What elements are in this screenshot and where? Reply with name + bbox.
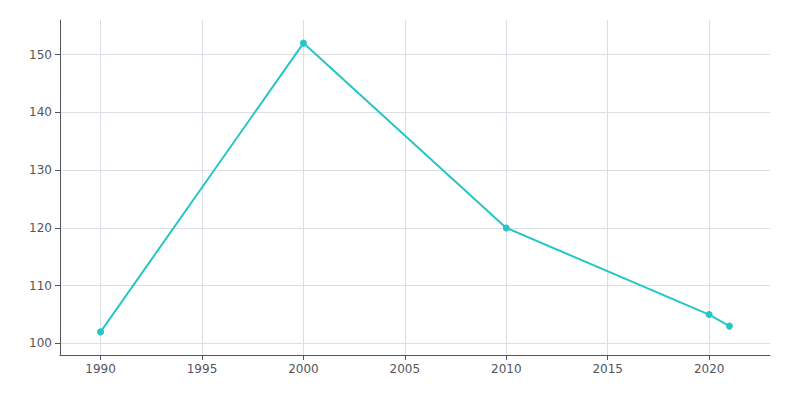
svg-text:110: 110 <box>29 279 52 293</box>
svg-text:2000: 2000 <box>288 362 319 376</box>
svg-text:1990: 1990 <box>85 362 116 376</box>
svg-text:120: 120 <box>29 221 52 235</box>
svg-text:2005: 2005 <box>390 362 421 376</box>
svg-text:140: 140 <box>29 105 52 119</box>
svg-text:2015: 2015 <box>592 362 623 376</box>
svg-text:2020: 2020 <box>694 362 725 376</box>
svg-text:150: 150 <box>29 48 52 62</box>
svg-text:130: 130 <box>29 163 52 177</box>
svg-text:100: 100 <box>29 336 52 350</box>
svg-text:2010: 2010 <box>491 362 522 376</box>
svg-text:1995: 1995 <box>187 362 218 376</box>
